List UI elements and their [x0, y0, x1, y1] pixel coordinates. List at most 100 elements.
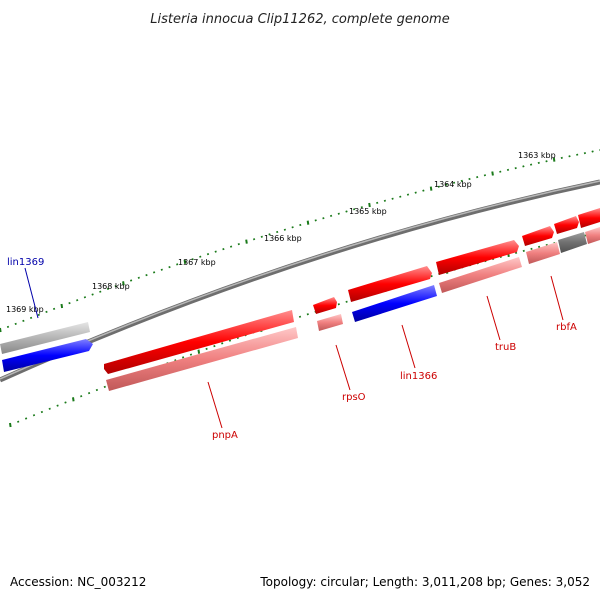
inner-ring-major-tick: [197, 349, 201, 354]
leader-rpsO: [335, 344, 351, 391]
outer-ring-minor-tick: [314, 219, 317, 222]
outer-ring-minor-tick: [6, 325, 10, 329]
inner-ring-major-tick: [9, 422, 12, 428]
label-lin1369[interactable]: lin1369: [7, 257, 44, 268]
gene-rpsO-rna[interactable]: [317, 314, 343, 331]
tick-label-1365: 1365 kbp: [349, 207, 387, 216]
inner-ring-minor-tick: [345, 300, 348, 303]
accession-text: Accession: NC_003212: [10, 575, 146, 589]
outer-ring-minor-tick: [514, 166, 517, 170]
outer-ring-minor-tick: [522, 165, 525, 168]
outer-ring-minor-tick: [291, 226, 294, 229]
outer-ring-minor-tick: [460, 179, 463, 183]
outer-scale-ring: [0, 149, 600, 333]
inner-ring-minor-tick: [228, 339, 232, 342]
outer-ring-minor-tick: [137, 276, 140, 279]
leader-lin1366: [401, 324, 416, 369]
inner-ring-minor-tick: [32, 414, 36, 417]
gene-labels: lin1369 pnpA rpsO lin1366 truB rbfA: [7, 257, 577, 441]
inner-ring-minor-tick: [537, 245, 541, 249]
inner-ring-minor-tick: [530, 247, 533, 251]
outer-ring-minor-tick: [352, 208, 356, 211]
inner-ring-minor-tick: [56, 404, 59, 407]
gene-pnpA-rna[interactable]: [106, 327, 298, 391]
outer-ring-minor-tick: [129, 279, 133, 282]
outer-ring-minor-tick: [568, 155, 571, 158]
gene-rbfA-rna[interactable]: [526, 242, 560, 264]
gene-features: [0, 208, 600, 391]
gene-feature-forward-3[interactable]: [578, 208, 600, 228]
outer-ring-minor-tick: [576, 153, 579, 156]
outer-ring-minor-tick: [91, 293, 94, 296]
leader-truB: [486, 295, 501, 341]
gene-rpsO[interactable]: [313, 297, 337, 314]
outer-ring-major-tick: [429, 186, 433, 191]
outer-ring-minor-tick: [391, 197, 394, 200]
outer-ring-minor-tick: [529, 163, 533, 166]
outer-ring-minor-tick: [591, 150, 594, 153]
outer-ring-minor-tick: [206, 252, 210, 256]
gene-pnpA[interactable]: [104, 310, 294, 374]
outer-ring-minor-tick: [191, 258, 194, 261]
outer-ring-minor-tick: [145, 273, 148, 277]
outer-ring-minor-tick: [68, 301, 71, 305]
tick-label-1364: 1364 kbp: [434, 180, 472, 189]
outer-ring-minor-tick: [229, 245, 233, 248]
outer-ring-minor-tick: [299, 223, 302, 227]
outer-ring-minor-tick: [22, 319, 25, 323]
outer-ring-minor-tick: [476, 175, 479, 179]
outer-ring-minor-tick: [237, 242, 240, 246]
inner-ring-minor-tick: [87, 391, 91, 395]
outer-ring-minor-tick: [176, 263, 179, 266]
label-rpsO[interactable]: rpsO: [342, 392, 366, 403]
tick-label-1369: 1369 kbp: [6, 305, 44, 314]
gene-truB[interactable]: [436, 240, 519, 275]
inner-ring-minor-tick: [64, 401, 67, 404]
outer-ring-minor-tick: [414, 191, 417, 194]
inner-ring-minor-tick: [298, 315, 302, 318]
gene-feature-other-2[interactable]: [558, 232, 587, 253]
gene-feature-forward[interactable]: [348, 266, 432, 302]
outer-ring-minor-tick: [468, 177, 471, 181]
outer-ring-minor-tick: [276, 230, 279, 234]
gene-lin1366[interactable]: [352, 285, 437, 322]
outer-ring-minor-tick: [329, 214, 333, 218]
outer-ring-minor-tick: [376, 201, 379, 205]
label-truB[interactable]: truB: [495, 342, 516, 353]
topology-text: Topology: circular; Length: 3,011,208 bp…: [259, 575, 590, 589]
map-title: Listeria innocua Clip11262, complete gen…: [150, 12, 449, 27]
outer-ring-minor-tick: [252, 238, 256, 241]
gene-feature-other[interactable]: [0, 322, 90, 354]
outer-ring-minor-tick: [45, 310, 48, 314]
outer-ring-major-tick: [368, 202, 371, 208]
tick-label-1368: 1368 kbp: [92, 282, 130, 291]
outer-ring-minor-tick: [29, 316, 33, 320]
outer-ring-minor-tick: [260, 235, 263, 238]
label-leaders: [24, 267, 564, 429]
inner-ring-minor-tick: [583, 234, 587, 237]
label-pnpA[interactable]: pnpA: [212, 430, 238, 441]
gene-feature-rna-2[interactable]: [585, 227, 600, 244]
label-rbfA[interactable]: rbfA: [556, 322, 577, 333]
label-lin1366[interactable]: lin1366: [400, 371, 437, 382]
inner-ring-minor-tick: [103, 385, 106, 389]
outer-ring-major-tick: [0, 327, 2, 333]
tick-label-1366: 1366 kbp: [264, 234, 302, 243]
outer-ring-minor-tick: [114, 284, 117, 288]
gene-feature-forward-2[interactable]: [554, 216, 579, 234]
outer-ring-minor-tick: [199, 255, 202, 258]
outer-ring-major-tick: [60, 303, 64, 309]
outer-ring-minor-tick: [283, 228, 287, 231]
leader-rbfA: [550, 275, 564, 321]
inner-ring-minor-tick: [80, 395, 83, 398]
gene-lin1369[interactable]: [2, 339, 93, 372]
gene-truB-rna[interactable]: [439, 257, 522, 293]
outer-ring-minor-tick: [52, 307, 56, 311]
inner-ring-minor-tick: [40, 410, 44, 414]
outer-ring-major-tick: [491, 171, 494, 176]
outer-ring-minor-tick: [99, 290, 102, 293]
outer-ring-minor-tick: [337, 212, 340, 215]
inner-ring-major-tick: [72, 397, 75, 402]
inner-ring-minor-tick: [181, 356, 185, 359]
gene-rbfA[interactable]: [522, 226, 554, 246]
